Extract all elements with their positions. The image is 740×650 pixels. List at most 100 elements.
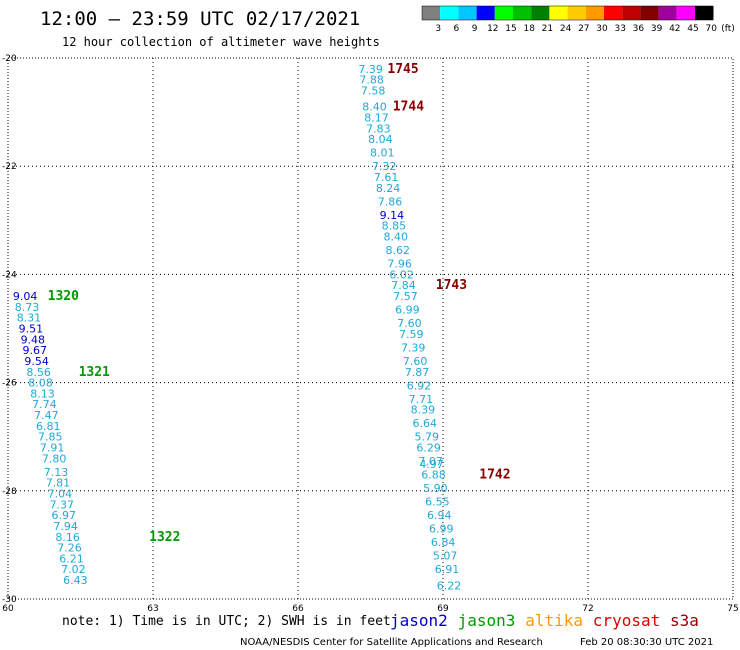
wave-height-value: 6.84 (431, 536, 456, 549)
pass-time-label: 1322 (149, 530, 180, 545)
wave-height-value: 6.81 (36, 420, 61, 433)
wave-height-value: 9.67 (23, 344, 48, 357)
wave-height-value: 4.97 (419, 458, 444, 471)
colorbar-label: 24 (560, 24, 572, 34)
pass-time-label: 1742 (479, 468, 510, 483)
satellite-legend: jason2 jason3 altika cryosat s3a (390, 611, 699, 630)
wave-height-value: 7.59 (399, 328, 424, 341)
y-tick-label: -28 (2, 487, 17, 497)
wave-height-value: 7.04 (48, 488, 72, 501)
footer-credit: NOAA/NESDIS Center for Satellite Applica… (240, 637, 543, 648)
wave-height-value: 9.51 (19, 323, 43, 336)
wave-height-value: 7.02 (61, 563, 86, 576)
wave-height-value: 7.88 (359, 74, 384, 87)
colorbar-label: 33 (614, 24, 625, 34)
colorbar-label: 9 (472, 24, 478, 34)
grid-lines (8, 58, 733, 599)
colorbar-swatch (676, 6, 695, 20)
wave-height-value: 8.17 (364, 112, 389, 125)
colorbar-swatch (604, 6, 623, 20)
colorbar-label: 39 (651, 24, 663, 34)
wave-height-value: 7.32 (372, 160, 397, 173)
wave-height-value: 8.40 (362, 101, 387, 114)
wave-height-value: 8.08 (28, 377, 53, 390)
wave-height-value: 7.81 (46, 477, 70, 490)
wave-height-value: 8.73 (15, 301, 40, 314)
x-tick-label: 63 (147, 604, 158, 614)
y-tick-label: -26 (2, 379, 17, 389)
x-tick-label: 69 (437, 604, 449, 614)
wave-height-value: 6.92 (407, 379, 432, 392)
wave-height-value: 9.54 (24, 355, 49, 368)
wave-height-value: 6.29 (416, 442, 441, 455)
colorbar-swatch (458, 6, 477, 20)
wave-height-value: 6.91 (435, 563, 460, 576)
wave-height-value: 8.13 (30, 387, 55, 400)
x-tick-label: 75 (727, 604, 738, 614)
wave-height-value: 7.71 (409, 393, 434, 406)
colorbar-border (421, 5, 714, 21)
footer-timestamp: Feb 20 08:30:30 UTC 2021 (580, 637, 713, 648)
colorbar-label: 3 (435, 24, 441, 34)
wave-height-value: 7.85 (38, 431, 63, 444)
colorbar-swatch (567, 6, 586, 20)
colorbar-swatch (422, 6, 441, 20)
wave-height-value: 7.96 (387, 258, 412, 271)
colorbar-swatch (640, 6, 659, 20)
colorbar-swatch (622, 6, 641, 20)
colorbar-swatch (531, 6, 550, 20)
wave-height-value: 8.04 (368, 133, 393, 146)
wave-height-value: 6.43 (63, 574, 88, 587)
colorbar-swatch (585, 6, 604, 20)
wave-height-value: 7.74 (32, 398, 57, 411)
wave-height-value: 6.55 (425, 496, 450, 509)
colorbar-label: 45 (687, 24, 698, 34)
colorbar-label: 36 (633, 24, 645, 34)
wave-height-value: 7.80 (42, 452, 66, 465)
colorbar-unit: (ft) (721, 24, 735, 34)
wave-height-value: 7.47 (34, 409, 59, 422)
colorbar-swatch (549, 6, 568, 20)
pass-time-label: 1745 (387, 62, 418, 77)
wave-height-value: 7.86 (378, 195, 403, 208)
pass-time-label: 1320 (48, 289, 79, 304)
colorbar-label: 70 (705, 24, 717, 34)
wave-height-value: 7.07 (418, 455, 443, 468)
x-tick-label: 72 (582, 604, 593, 614)
wave-height-value: 6.22 (437, 579, 462, 592)
chart-title: 12:00 — 23:59 UTC 02/17/2021 (40, 8, 360, 30)
satellite-legend-item: jason3 (458, 611, 516, 630)
wave-height-value: 7.13 (44, 466, 68, 479)
wave-height-value: 7.37 (50, 498, 75, 511)
wave-height-value: 7.84 (391, 279, 416, 292)
wave-height-value: 7.60 (397, 317, 422, 330)
axis-ticks: 60 63 66 69 72 75 -20 -22 -24 -26 -28 -30 (2, 54, 739, 614)
y-tick-label: -20 (2, 54, 17, 64)
wave-height-value: 6.99 (429, 523, 454, 536)
colorbar-swatch (440, 6, 459, 20)
wave-height-value: 7.57 (393, 290, 418, 303)
x-tick-label: 60 (2, 604, 14, 614)
pass-time-label: 1743 (436, 278, 467, 293)
colorbar-swatch (513, 6, 532, 20)
satellite-legend-item: s3a (670, 611, 699, 630)
wave-height-value: 6.94 (427, 509, 452, 522)
chart-subtitle: 12 hour collection of altimeter wave hei… (62, 35, 380, 49)
data-points: 7.397.887.588.408.177.838.048.017.327.61… (13, 63, 461, 593)
colorbar-label: 15 (505, 24, 516, 34)
plot-area: 60 63 66 69 72 75-20-22-24-26-28-30 7.397.887… (2, 54, 739, 614)
pass-time-label: 1321 (79, 365, 110, 380)
colorbar-label: 12 (487, 24, 498, 34)
wave-height-value: 7.61 (374, 171, 399, 184)
y-tick-label: -22 (2, 162, 17, 172)
wave-height-value: 7.87 (405, 366, 430, 379)
wave-height-value: 5.79 (414, 431, 439, 444)
colorbar-swatch (658, 6, 677, 20)
wave-height-value: 6.88 (421, 469, 446, 482)
wave-height-value: 7.60 (403, 355, 428, 368)
y-tick-label: -30 (2, 595, 17, 605)
wave-height-value: 5.90 (423, 482, 448, 495)
satellite-legend-item: jason2 (390, 611, 448, 630)
wave-height-value: 6.64 (413, 417, 438, 430)
